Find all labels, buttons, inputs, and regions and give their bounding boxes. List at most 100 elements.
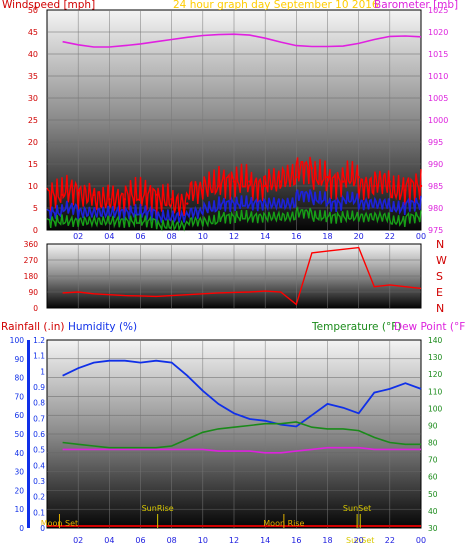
temperature-tick-label: 110 [428, 387, 443, 396]
compass-label: N [436, 238, 444, 251]
barometer-tick-label: 975 [428, 226, 443, 235]
windspeed-tick-label: 25 [28, 116, 38, 125]
x-tick-label: 18 [322, 536, 332, 545]
wind-gust-point [404, 189, 407, 192]
wind-gust-point [295, 176, 298, 179]
x-tick-label: 14 [260, 232, 270, 241]
rainfall-tick-labels: 0 0.1 0.2 0.3 0.4 0.5 0.6 0.7 0.8 0.9 1 1.1 1.2 [33, 336, 45, 533]
event-label: SunSet [346, 536, 374, 545]
windspeed-tick-label: 5 [33, 204, 38, 213]
temperature-tick-label: 140 [428, 336, 443, 345]
wind-gust-point [388, 180, 392, 183]
humidity-tick-label: 90 [14, 355, 24, 364]
rainfall-tick-label: 0.2 [33, 493, 45, 502]
x-tick-label: 02 [73, 232, 83, 241]
barometer-axis-label: Barometer [mb] [374, 0, 458, 11]
barometer-tick-label: 1005 [428, 94, 448, 103]
barometer-tick-label: 985 [428, 182, 443, 191]
rainfall-tick-label: 0.6 [33, 430, 45, 439]
windspeed-tick-label: 40 [28, 50, 38, 59]
wind-gust-point [123, 198, 127, 201]
wind-baro-x-tick-labels: 02 04 06 08 10 12 14 16 18 20 22 00 [73, 232, 426, 241]
humidity-tick-label: 30 [14, 468, 24, 477]
windspeed-tick-label: 45 [28, 28, 38, 37]
temperature-line [62, 421, 421, 449]
temperature-tick-labels: 30 40 50 60 70 80 90 100 110 120 130 140 [428, 336, 443, 533]
direction-degree-tick-labels: 0 90 180 270 360 [24, 240, 39, 313]
direction-tick-label: 90 [28, 288, 38, 297]
wind-gust-point [108, 198, 111, 201]
temperature-tick-label: 90 [428, 421, 438, 430]
wind-gust-point [341, 180, 345, 183]
barometer-tick-label: 990 [428, 160, 443, 169]
compass-label: S [436, 270, 443, 283]
compass-label: W [436, 254, 447, 267]
chart-title: 24 hour graph day September 10 2016 [173, 0, 379, 11]
wind-gust-point [217, 184, 220, 188]
wind-speed-series [46, 156, 423, 232]
temperature-tick-label: 80 [428, 439, 438, 448]
x-tick-label: 10 [198, 536, 208, 545]
rainfall-tick-label: 0.8 [33, 399, 45, 408]
temperature-tick-label: 70 [428, 456, 438, 465]
dew-point-axis-label: Dew Point (°F) [394, 321, 466, 333]
windspeed-tick-label: 30 [28, 94, 38, 103]
temperature-axis-label: Temperature (°F) [311, 321, 401, 333]
wind-gust-point [232, 180, 236, 183]
event-label: Moon Rise [263, 519, 304, 528]
humidity-axis-label: Humidity (%) [68, 321, 137, 333]
barometer-tick-label: 1020 [428, 28, 448, 37]
rainfall-tick-label: 0.9 [33, 383, 45, 392]
windspeed-tick-label: 20 [28, 138, 38, 147]
humidity-tick-label: 10 [14, 505, 24, 514]
wind-gust-point [186, 202, 189, 205]
temperature-tick-label: 100 [428, 404, 443, 413]
rainfall-tick-label: 0.5 [33, 446, 45, 455]
windspeed-tick-labels: 0 5 10 15 20 25 30 35 40 45 50 [28, 6, 38, 235]
temperature-tick-label: 40 [428, 507, 438, 516]
x-tick-label: 00 [416, 536, 426, 545]
x-tick-label: 06 [135, 232, 145, 241]
humidity-tick-label: 60 [14, 411, 24, 420]
wind-direction-line [62, 246, 422, 306]
wind-gust-point [373, 184, 376, 188]
x-tick-label: 20 [354, 232, 364, 241]
x-tick-label: 22 [385, 536, 395, 545]
rainfall-tick-label: 1 [40, 367, 45, 376]
x-tick-label: 06 [135, 536, 145, 545]
humidity-tick-labels: 0 10 20 30 40 50 60 70 80 90 100 [10, 336, 25, 533]
wind-gust-point [76, 189, 80, 192]
humidity-tick-label: 70 [14, 392, 24, 401]
astronomy-events: Moon Set SunRise Moon Rise SunSet SunSet [41, 504, 375, 545]
rainfall-tick-label: 0.3 [33, 477, 45, 486]
wind-average-series [46, 189, 422, 225]
wind-gust-point [170, 198, 173, 201]
humidity-tick-label: 80 [14, 374, 24, 383]
wind-gust-point [61, 193, 64, 196]
windspeed-tick-label: 0 [33, 226, 38, 235]
windspeed-tick-label: 15 [28, 160, 38, 169]
windspeed-axis-label: Windspeed [mph] [2, 0, 95, 11]
barometer-line [62, 33, 422, 48]
x-tick-label: 16 [291, 536, 301, 545]
barometer-tick-label: 1000 [428, 116, 448, 125]
event-label: SunSet [343, 504, 371, 513]
humidity-tick-label: 50 [14, 430, 24, 439]
wind-gust-point [139, 193, 142, 196]
direction-tick-label: 360 [24, 240, 39, 249]
event-label: SunRise [142, 504, 174, 513]
direction-tick-label: 180 [24, 272, 39, 281]
x-tick-label: 22 [385, 232, 395, 241]
humidity-tick-label: 40 [14, 449, 24, 458]
x-tick-label: 18 [322, 232, 332, 241]
x-tick-label: 12 [229, 536, 239, 545]
wind-gust-point [263, 184, 267, 188]
wind-gust-point [326, 176, 329, 179]
temperature-tick-label: 30 [428, 524, 438, 533]
wind-gust-point [310, 167, 314, 170]
rainfall-tick-label: 0 [40, 524, 45, 533]
direction-tick-label: 0 [33, 304, 38, 313]
temperature-tick-label: 60 [428, 473, 438, 482]
humidity-tick-label: 100 [10, 336, 25, 345]
